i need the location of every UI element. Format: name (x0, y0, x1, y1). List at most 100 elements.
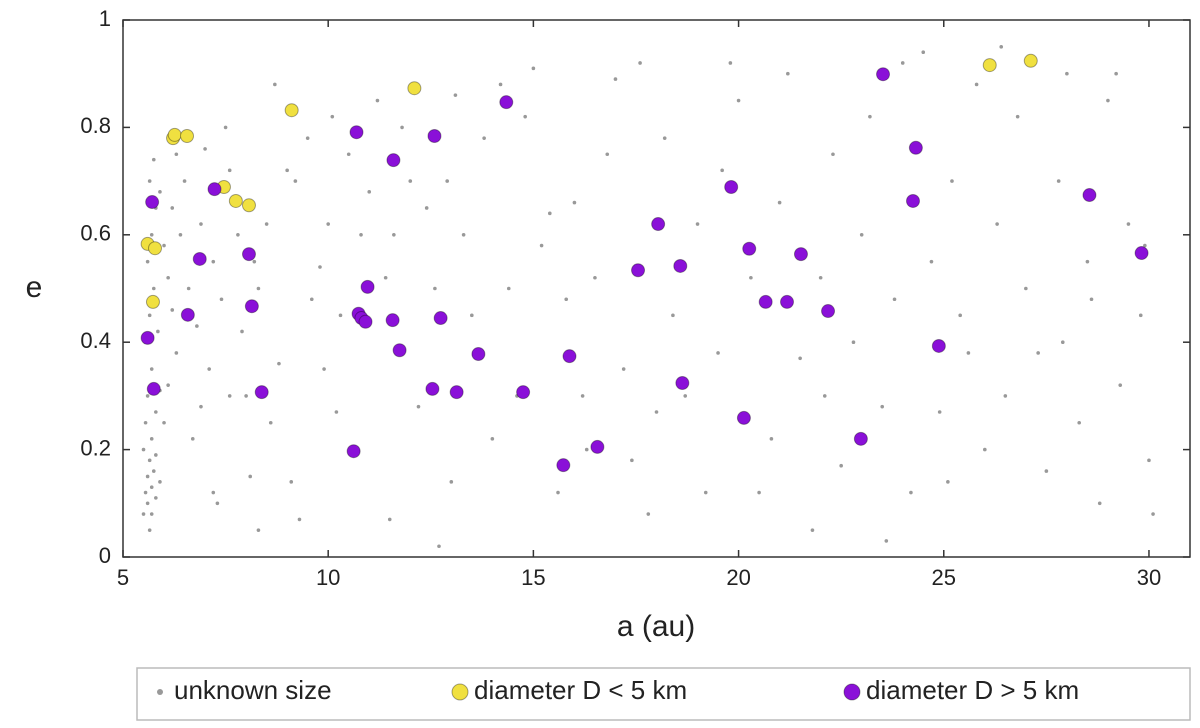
point (199, 222, 203, 226)
point (673, 258, 688, 273)
point (1114, 71, 1118, 76)
point (884, 539, 889, 543)
point (584, 447, 589, 452)
point (248, 474, 253, 479)
point (166, 275, 170, 280)
point (839, 463, 843, 468)
point (822, 394, 827, 398)
point (425, 381, 440, 396)
point (244, 394, 248, 398)
point (900, 61, 905, 65)
point (638, 61, 642, 65)
point (780, 294, 795, 309)
point (149, 485, 154, 489)
x-axis-label: a (au) (617, 610, 695, 643)
point (1077, 420, 1081, 425)
point (470, 313, 474, 318)
y-tick-label: 0.6 (80, 221, 111, 246)
point (385, 313, 400, 328)
point (946, 480, 950, 484)
point (400, 125, 404, 130)
point (695, 222, 700, 226)
point (338, 313, 343, 318)
point (254, 385, 269, 400)
point (360, 279, 375, 294)
point (1134, 246, 1149, 261)
point (151, 157, 156, 162)
point (728, 61, 733, 65)
point (630, 458, 634, 463)
point (929, 259, 934, 264)
point (433, 311, 448, 326)
point (1138, 313, 1143, 318)
point (786, 71, 790, 76)
point (950, 179, 954, 183)
point (162, 420, 166, 425)
point (186, 286, 191, 291)
point (1044, 469, 1049, 473)
point (268, 420, 273, 425)
legend-label: unknown size (174, 675, 332, 705)
point (199, 404, 203, 409)
point (145, 474, 150, 479)
point (174, 152, 179, 157)
point (758, 294, 773, 309)
point (154, 496, 158, 500)
point (853, 431, 868, 446)
point (297, 517, 302, 522)
point (958, 313, 962, 318)
point (146, 381, 161, 396)
point (289, 480, 294, 484)
point (769, 437, 774, 441)
point (149, 233, 154, 237)
point (207, 182, 222, 197)
point (490, 437, 495, 441)
point (227, 168, 232, 173)
point (1023, 53, 1038, 68)
point (158, 190, 162, 194)
y-tick-label: 0 (99, 543, 111, 568)
point (387, 517, 392, 522)
point (1089, 297, 1094, 302)
point (1143, 243, 1147, 248)
point (675, 376, 690, 391)
point (1036, 351, 1040, 355)
point (427, 128, 442, 143)
point (1106, 98, 1110, 103)
point (156, 329, 160, 334)
point (859, 233, 864, 237)
point (170, 206, 175, 210)
point (720, 168, 724, 173)
point (453, 93, 458, 97)
point (151, 286, 156, 291)
y-tick-label: 1 (99, 6, 111, 31)
point (621, 367, 626, 371)
point (147, 458, 152, 463)
point (149, 512, 154, 516)
point (831, 152, 835, 157)
point (309, 297, 314, 302)
point (223, 125, 228, 130)
point (662, 136, 667, 140)
legend-marker (157, 689, 163, 695)
point (937, 410, 942, 414)
point (1151, 512, 1155, 516)
point (921, 50, 926, 55)
point (851, 340, 856, 345)
point (777, 200, 782, 205)
point (724, 180, 739, 195)
x-tick-label: 25 (932, 565, 956, 590)
point (716, 351, 720, 355)
point (499, 95, 514, 110)
point (383, 275, 388, 280)
point (966, 351, 971, 355)
point (516, 385, 531, 400)
point (736, 410, 751, 425)
point (749, 275, 753, 280)
point (145, 501, 150, 506)
point (983, 447, 987, 452)
point (580, 394, 585, 398)
point (654, 410, 659, 414)
point (141, 512, 146, 516)
